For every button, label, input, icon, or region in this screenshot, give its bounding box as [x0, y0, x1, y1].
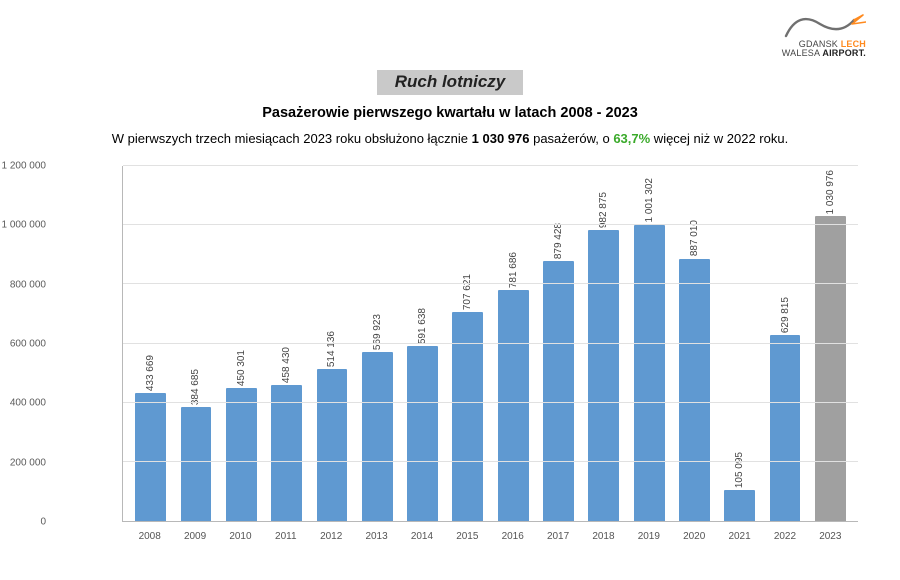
chart-y-tick-label: 600 000 [0, 339, 46, 350]
chart-y-tick-label: 200 000 [0, 457, 46, 468]
chart-bar [724, 490, 755, 521]
chart-y-tick-label: 400 000 [0, 398, 46, 409]
chart-bar-slot: 629 815 [762, 166, 807, 521]
airport-logo: GDANSK LECHWALESA AIRPORT. [780, 14, 866, 58]
chart-bar-slot: 384 685 [173, 166, 218, 521]
chart-x-tick-label: 2015 [445, 531, 490, 542]
chart-bar-slot: 105 095 [717, 166, 762, 521]
chart-bar-value-label: 879 428 [553, 223, 564, 259]
chart-x-tick-label: 2010 [218, 531, 263, 542]
airport-logo-text: GDANSK LECHWALESA AIRPORT. [780, 40, 866, 58]
chart-bar [181, 407, 212, 521]
chart-bar-slot: 1 001 302 [626, 166, 671, 521]
chart-bar-value-label: 982 875 [598, 192, 609, 228]
airport-logo-mark [780, 14, 866, 42]
chart-gridline [123, 165, 858, 166]
chart-bar-value-label: 433 669 [145, 355, 156, 391]
chart-y-tick-label: 0 [0, 517, 46, 528]
chart-bar-slot: 707 621 [445, 166, 490, 521]
chart-bar-value-label: 569 923 [372, 314, 383, 350]
chart-bar [588, 230, 619, 521]
chart-x-tick-label: 2016 [490, 531, 535, 542]
chart-bar-value-label: 384 685 [190, 369, 201, 405]
chart-y-tick-label: 1 200 000 [0, 161, 46, 172]
chart-gridline [123, 402, 858, 403]
chart-bars: 433 669 384 685 450 301 458 430 514 136 569 9… [128, 166, 853, 521]
chart-x-tick-label: 2023 [808, 531, 853, 542]
chart-plot-area: 433 669 384 685 450 301 458 430 514 136 569 9… [122, 166, 858, 522]
chart-bar [135, 393, 166, 521]
chart-bar-value-label: 887 010 [689, 220, 700, 256]
chart-bar [226, 388, 257, 521]
chart-bar [317, 369, 348, 521]
chart-bar-slot: 458 430 [264, 166, 309, 521]
chart-x-tick-label: 2020 [672, 531, 717, 542]
chart-x-tick-label: 2009 [172, 531, 217, 542]
chart-bar [498, 290, 529, 521]
chart-bar-slot: 982 875 [581, 166, 626, 521]
chart-x-tick-label: 2012 [309, 531, 354, 542]
chart-x-tick-label: 2022 [762, 531, 807, 542]
chart-bar-value-label: 781 686 [508, 252, 519, 288]
chart-x-axis: 2008200920102011201220132014201520162017… [127, 531, 853, 542]
chart-x-tick-label: 2021 [717, 531, 762, 542]
chart-gridline [123, 461, 858, 462]
chart-bar-value-label: 1 001 302 [644, 178, 655, 223]
chart-gridline [123, 283, 858, 284]
chart-x-tick-label: 2019 [626, 531, 671, 542]
chart-x-tick-label: 2013 [354, 531, 399, 542]
chart-bar [770, 335, 801, 521]
page-subtitle: Pasażerowie pierwszego kwartału w latach… [34, 105, 866, 121]
chart-bar-slot: 1 030 976 [808, 166, 853, 521]
chart-bar-value-label: 514 136 [326, 331, 337, 367]
chart-bar-value-label: 1 030 976 [825, 170, 836, 215]
chart-y-tick-label: 1 000 000 [0, 220, 46, 231]
chart-gridline [123, 343, 858, 344]
chart-bar [362, 352, 393, 521]
chart-bar [543, 261, 574, 521]
chart-bar-slot: 781 686 [491, 166, 536, 521]
chart-bar [679, 259, 710, 521]
chart-bar [634, 225, 665, 521]
chart-x-tick-label: 2018 [581, 531, 626, 542]
summary-sentence: W pierwszych trzech miesiącach 2023 roku… [34, 131, 866, 146]
chart-x-tick-label: 2011 [263, 531, 308, 542]
chart-bar-value-label: 458 430 [281, 347, 292, 383]
chart-bar-slot: 591 638 [400, 166, 445, 521]
chart-x-tick-label: 2008 [127, 531, 172, 542]
chart-bar-slot: 433 669 [128, 166, 173, 521]
chart-bar-value-label: 105 095 [734, 452, 745, 488]
chart-bar-slot: 569 923 [355, 166, 400, 521]
chart-bar-value-label: 629 815 [780, 297, 791, 333]
chart-bar-value-label: 707 621 [462, 274, 473, 310]
page-title: Ruch lotniczy [377, 70, 524, 95]
chart-x-tick-label: 2014 [399, 531, 444, 542]
chart-bar [271, 385, 302, 521]
chart-y-tick-label: 800 000 [0, 279, 46, 290]
chart-bar [407, 346, 438, 521]
chart-bar [815, 216, 846, 521]
passengers-bar-chart: 433 669 384 685 450 301 458 430 514 136 569 9… [34, 160, 866, 550]
chart-bar-value-label: 450 301 [236, 350, 247, 386]
chart-bar-slot: 514 136 [309, 166, 354, 521]
chart-bar-slot: 887 010 [672, 166, 717, 521]
chart-bar-slot: 879 428 [536, 166, 581, 521]
chart-bar-value-label: 591 638 [417, 308, 428, 344]
chart-x-tick-label: 2017 [535, 531, 580, 542]
chart-bar-slot: 450 301 [219, 166, 264, 521]
chart-gridline [123, 224, 858, 225]
